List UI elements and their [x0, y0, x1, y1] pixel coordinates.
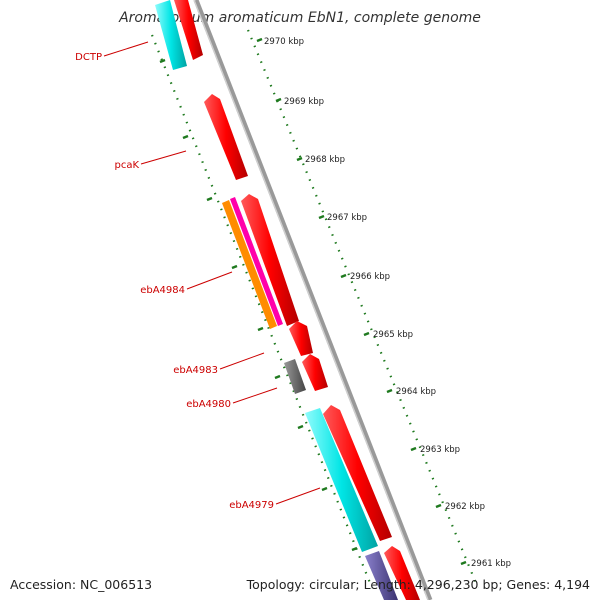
map-title: Aromatoleum aromaticum EbN1, complete ge… — [119, 10, 481, 26]
gene-last-forward — [384, 546, 420, 600]
gene-ebA4979-reverse — [305, 408, 378, 552]
leader-line-ebA4983 — [219, 352, 265, 370]
gene-ebA4983-reverse — [284, 359, 306, 394]
kbp-tick-2967 — [318, 214, 325, 220]
inner-tick — [274, 374, 281, 380]
kbp-label: 2962 kbp — [445, 502, 485, 512]
gene-label-ebA4984: ebA4984 — [140, 285, 185, 296]
kbp-tick-2963 — [410, 446, 417, 452]
gene-label-dctp: DCTP — [75, 52, 102, 63]
gene-ebA4983-forward — [289, 321, 313, 356]
gene-label-ebA4979: ebA4979 — [229, 500, 274, 511]
gene-ebA4984-orange — [222, 200, 277, 329]
inner-tick — [321, 486, 328, 492]
gene-dctp-reverse — [155, 0, 187, 70]
leader-line-dctp — [103, 41, 149, 57]
gene-dctp-forward — [174, 0, 203, 60]
kbp-label: 2963 kbp — [420, 445, 460, 455]
gene-purple-reverse — [365, 551, 398, 600]
kbp-label: 2965 kbp — [373, 330, 413, 340]
kbp-label: 2970 kbp — [264, 37, 304, 47]
gene-ebA4980-forward — [302, 354, 328, 391]
kbp-label: 2968 kbp — [305, 155, 345, 165]
kbp-tick-2965 — [363, 331, 370, 337]
inner-tick — [231, 264, 238, 270]
kbp-tick-2966 — [340, 273, 347, 279]
gene-ebA4984-forward — [241, 194, 299, 326]
topology-text: Topology: circular; Length: 4,296,230 bp… — [246, 577, 590, 592]
kbp-tick-2968 — [296, 156, 303, 162]
kbp-label: 2961 kbp — [471, 559, 511, 569]
gene-pcaK — [204, 94, 248, 180]
gene-ebA4984-magenta — [230, 197, 283, 326]
gc-track-outer — [246, 29, 480, 589]
leader-line-ebA4984 — [186, 271, 233, 290]
kbp-label: 2964 kbp — [396, 387, 436, 397]
inner-tick — [159, 58, 166, 64]
gene-label-ebA4983: ebA4983 — [173, 365, 218, 376]
inner-tick — [182, 134, 189, 140]
gene-label-ebA4980: ebA4980 — [186, 399, 231, 410]
kbp-label: 2967 kbp — [327, 213, 367, 223]
inner-tick — [257, 326, 264, 332]
leader-line-ebA4980 — [232, 387, 278, 404]
inner-tick — [351, 546, 358, 552]
kbp-tick-2962 — [435, 503, 442, 509]
kbp-label: 2969 kbp — [284, 97, 324, 107]
accession-text: Accession: NC_006513 — [10, 577, 153, 592]
inner-tick — [206, 196, 213, 202]
inner-tick — [297, 424, 304, 430]
gene-ebA4979-forward — [323, 405, 392, 541]
backbone — [193, 0, 433, 600]
kbp-tick-2970 — [256, 37, 263, 43]
kbp-tick-2964 — [386, 388, 393, 394]
kbp-label: 2966 kbp — [350, 272, 390, 282]
gene-label-pcaK: pcaK — [114, 160, 139, 171]
gc-track-inner — [150, 34, 374, 589]
kbp-tick-2961 — [460, 560, 467, 566]
kbp-tick-2969 — [275, 97, 282, 103]
leader-line-ebA4979 — [275, 487, 321, 505]
leader-line-pcaK — [140, 150, 187, 165]
backbone-highlight — [193, 0, 429, 600]
